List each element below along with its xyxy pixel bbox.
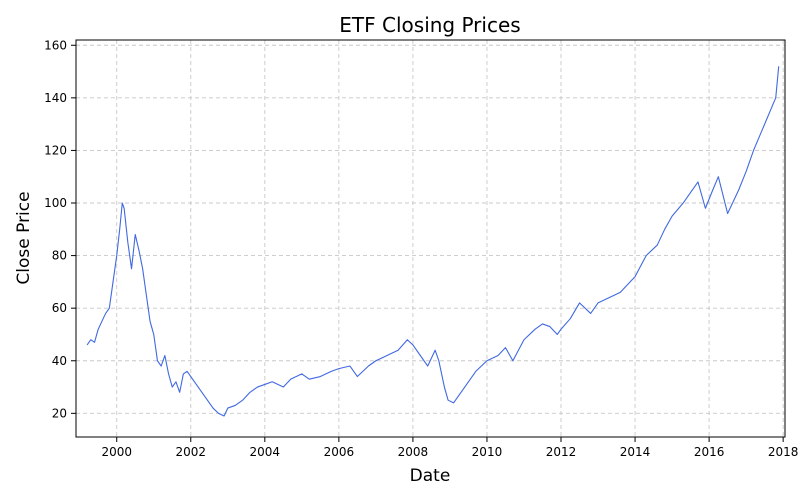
x-tick-label: 2014: [620, 445, 651, 459]
plot-frame: [75, 39, 786, 438]
x-tick-label: 2004: [250, 445, 281, 459]
x-tick-label: 2002: [175, 445, 206, 459]
y-tick-label: 140: [44, 91, 67, 105]
y-axis: 20 40 60 80 100 120 140 160: [44, 38, 76, 420]
y-tick-label: 60: [52, 301, 67, 315]
y-tick-label: 100: [44, 196, 67, 210]
grid: [76, 40, 785, 437]
x-tick-label: 2008: [398, 445, 429, 459]
x-tick-label: 2000: [101, 445, 132, 459]
x-tick-label: 2010: [472, 445, 503, 459]
y-tick-label: 40: [52, 354, 67, 368]
y-tick-label: 160: [44, 38, 67, 52]
x-tick-label: 2006: [324, 445, 355, 459]
series-line: [86, 66, 780, 417]
y-tick-label: 20: [52, 406, 67, 420]
x-tick-label: 2016: [694, 445, 725, 459]
y-axis-label: Close Price: [14, 191, 34, 284]
y-tick-label: 120: [44, 143, 67, 157]
x-tick-label: 2012: [546, 445, 577, 459]
y-tick-label: 80: [52, 249, 67, 263]
x-axis-label: Date: [410, 466, 451, 486]
x-tick-label: 2018: [768, 445, 799, 459]
chart-title: ETF Closing Prices: [339, 13, 520, 37]
x-axis: 2000 2002 2004 2006 2008 2010 2012 2014 2016 2018: [101, 437, 798, 459]
